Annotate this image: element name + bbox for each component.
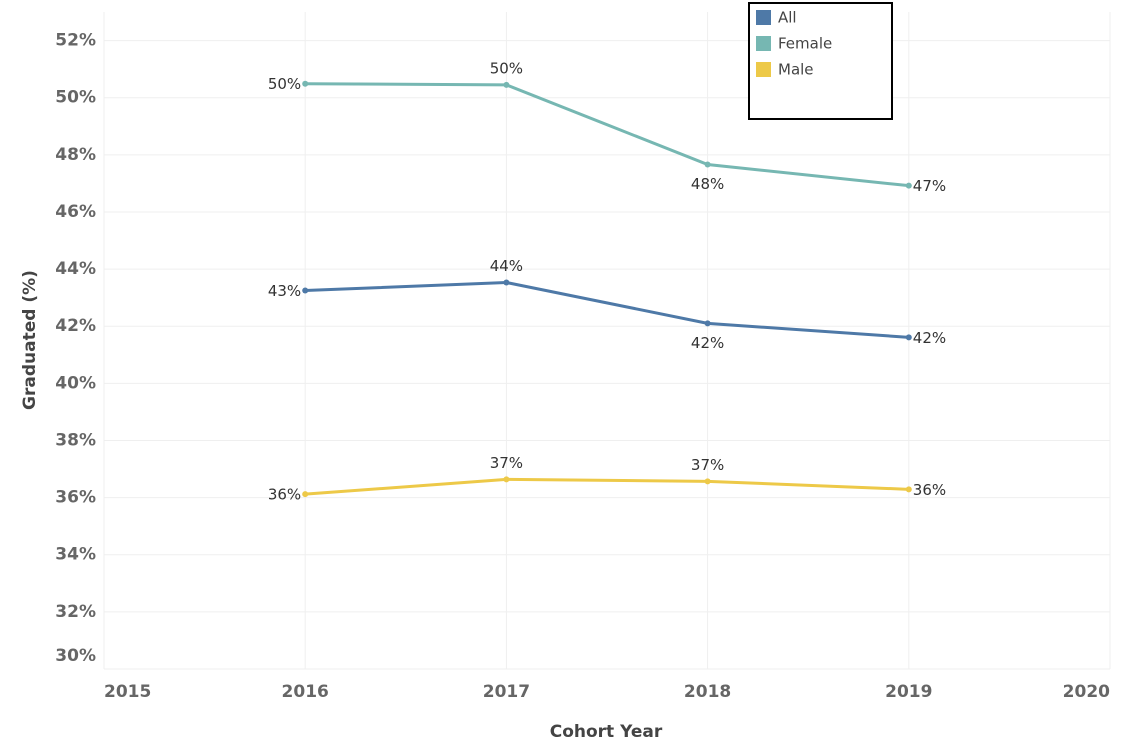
y-tick-label: 48% xyxy=(55,145,96,165)
x-tick-label: 2015 xyxy=(104,682,151,702)
y-tick-label: 46% xyxy=(55,202,96,222)
point xyxy=(905,486,912,493)
x-tick-label: 2018 xyxy=(684,682,731,702)
point xyxy=(704,478,711,485)
y-tick-label: 38% xyxy=(55,430,96,450)
x-tick-label: 2016 xyxy=(282,682,329,702)
line xyxy=(305,477,909,496)
legend-label: Male xyxy=(778,61,814,79)
y-tick-label: 44% xyxy=(55,259,96,279)
point xyxy=(704,320,711,327)
point xyxy=(302,287,309,294)
y-axis-title: Graduated (%) xyxy=(20,270,40,410)
y-tick-label: 32% xyxy=(55,602,96,622)
point xyxy=(302,491,309,498)
y-tick-label: 30% xyxy=(55,646,96,666)
data-label: 37% xyxy=(490,454,523,472)
data-label: 47% xyxy=(913,177,946,195)
line xyxy=(305,281,909,339)
point xyxy=(905,334,912,341)
legend-label: All xyxy=(778,9,797,27)
legend-swatch xyxy=(756,62,771,77)
data-label: 36% xyxy=(268,486,301,504)
y-tick-label: 40% xyxy=(55,373,96,393)
legend-label: Female xyxy=(778,35,832,53)
data-label: 42% xyxy=(691,334,724,352)
y-tick-label: 36% xyxy=(55,488,96,508)
point xyxy=(503,279,510,286)
point xyxy=(704,161,711,168)
point xyxy=(905,182,912,189)
data-label: 42% xyxy=(913,329,946,347)
point xyxy=(503,81,510,88)
y-tick-label: 42% xyxy=(55,316,96,336)
data-label: 50% xyxy=(268,75,301,93)
data-label: 48% xyxy=(691,175,724,193)
line xyxy=(305,82,909,188)
point xyxy=(302,80,309,87)
y-tick-label: 52% xyxy=(55,31,96,51)
x-tick-label: 2019 xyxy=(885,682,932,702)
legend-box xyxy=(748,2,893,120)
x-axis-title: Cohort Year xyxy=(550,722,663,742)
x-tick-label: 2017 xyxy=(483,682,530,702)
x-tick-label: 2020 xyxy=(1063,682,1110,702)
data-label: 36% xyxy=(913,481,946,499)
legend-swatch xyxy=(756,36,771,51)
data-label: 44% xyxy=(490,257,523,275)
data-label: 50% xyxy=(490,59,523,77)
point xyxy=(503,476,510,483)
legend-swatch xyxy=(756,10,771,25)
data-label: 37% xyxy=(691,456,724,474)
y-tick-label: 50% xyxy=(55,88,96,108)
data-label: 43% xyxy=(268,282,301,300)
y-tick-label: 34% xyxy=(55,545,96,565)
